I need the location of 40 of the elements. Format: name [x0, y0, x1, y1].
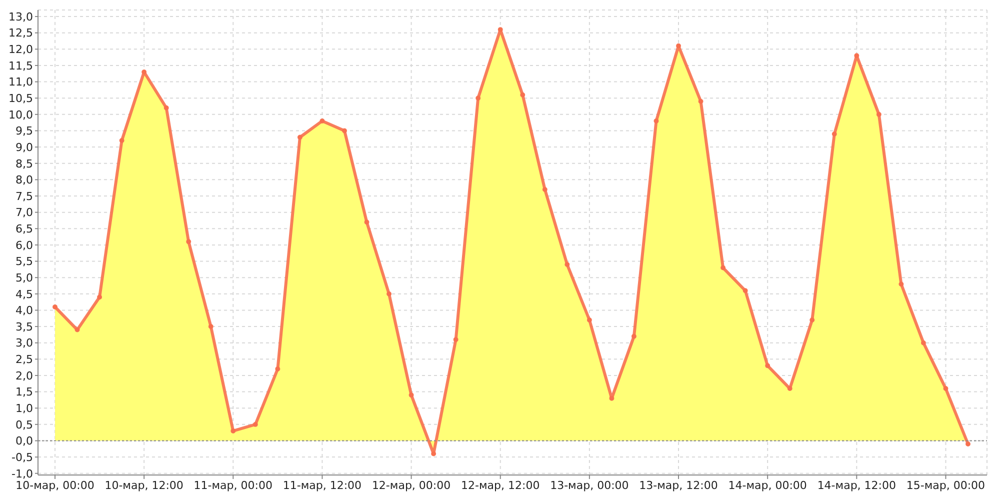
y-tick-label: 3,5 — [16, 320, 33, 334]
x-tick-label: 14-мар, 12:00 — [817, 478, 896, 492]
y-tick-label: 6,5 — [16, 222, 33, 236]
x-tick-label: 13-мар, 00:00 — [550, 478, 629, 492]
y-tick-label: 4,5 — [16, 288, 33, 301]
y-tick-label: 2,5 — [16, 353, 33, 366]
y-tick-label: -1,0 — [12, 467, 33, 480]
y-tick-label: 4,0 — [16, 304, 33, 318]
x-tick-label: 11-мар, 00:00 — [194, 478, 272, 492]
y-tick-label: 2,0 — [16, 369, 33, 382]
x-tick-label: 12-мар, 12:00 — [461, 478, 540, 492]
y-tick-label: 0,5 — [16, 418, 33, 432]
y-tick-label: 12,0 — [8, 43, 33, 56]
y-tick-label: 5,5 — [16, 255, 33, 268]
y-tick-label: 10,5 — [8, 92, 33, 106]
y-tick-label: 11,5 — [8, 59, 33, 72]
x-tick-label: 12-мар, 00:00 — [372, 478, 451, 492]
y-tick-label: 13,0 — [8, 10, 33, 24]
y-tick-label: 3,0 — [16, 336, 33, 350]
x-tick-label: 14-мар, 00:00 — [728, 478, 807, 492]
y-tick-label: 8,5 — [16, 157, 33, 170]
y-tick-label: 1,5 — [16, 386, 33, 399]
x-tick-label: 10-мар, 12:00 — [104, 478, 184, 492]
y-tick-label: 12,5 — [8, 26, 33, 40]
x-tick-label: 13-мар, 12:00 — [639, 478, 718, 492]
y-tick-label: 7,0 — [16, 206, 33, 220]
y-tick-label: 7,5 — [16, 190, 33, 203]
x-tick-label: 11-мар, 12:00 — [282, 478, 362, 492]
y-tick-label: 1,0 — [16, 402, 33, 416]
y-tick-label: -0,5 — [12, 450, 33, 464]
y-tick-label: 9,0 — [16, 140, 33, 154]
y-tick-label: 11,0 — [8, 76, 33, 89]
y-tick-label: 9,5 — [16, 124, 33, 138]
y-tick-label: 10,0 — [8, 108, 33, 122]
y-tick-label: 8,0 — [16, 174, 33, 187]
x-tick-label: 10-мар, 00:00 — [16, 478, 94, 492]
y-tick-label: 5,0 — [16, 271, 33, 284]
y-tick-label: 0,0 — [16, 434, 33, 448]
x-tick-label: 15-мар, 00:00 — [906, 478, 986, 492]
y-tick-label: 6,0 — [16, 238, 33, 252]
